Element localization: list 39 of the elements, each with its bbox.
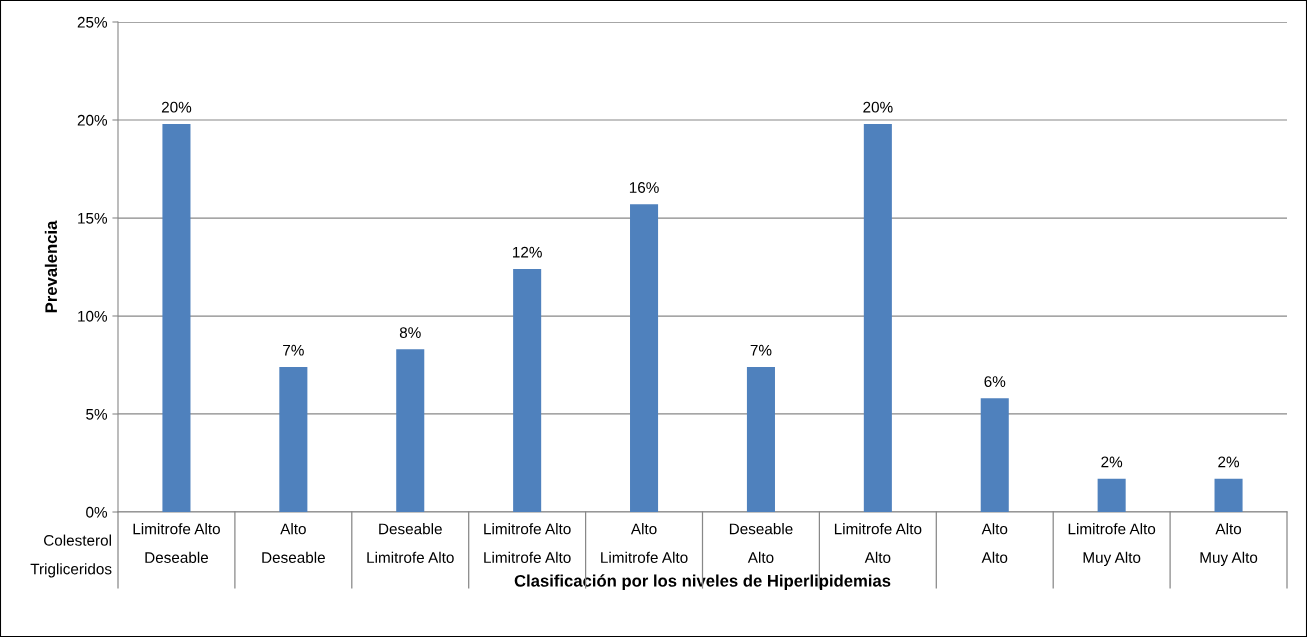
data-label: 8% — [399, 327, 421, 338]
data-label: 20% — [161, 101, 192, 113]
bar — [279, 366, 308, 512]
y-tick-label: 15% — [78, 212, 108, 224]
bar — [162, 123, 191, 512]
x-tick-label: Limitrofe Alto Limitrofe Alto — [484, 523, 571, 563]
y-tick-label: 25% — [77, 16, 108, 28]
bar — [396, 349, 425, 512]
data-label: 12% — [513, 246, 542, 258]
x-axis-title: Clasificación por los niveles de Hiperlipidemias — [514, 574, 891, 590]
data-label: 2% — [1218, 456, 1240, 468]
bar — [1214, 478, 1243, 512]
x-tick-label: Deseable Alto — [729, 523, 793, 563]
data-label: 20% — [863, 101, 893, 113]
x-tick-label: Alto Deseable — [262, 523, 325, 563]
x-tick-label: Limitrofe Alto Muy Alto — [1068, 523, 1156, 566]
x-tick-label: Limitrofe Alto Alto — [834, 523, 922, 563]
bar — [980, 398, 1009, 512]
x-tick-label: Limitrofe Alto Deseable — [133, 523, 220, 563]
x-tick-label: Alto Muy Alto — [1200, 523, 1258, 566]
data-label: 2% — [1101, 456, 1123, 468]
bar — [513, 268, 542, 512]
bar — [1097, 478, 1126, 512]
bar — [863, 123, 892, 512]
y-axis-title: Prevalencia — [44, 220, 58, 313]
bar — [746, 366, 775, 512]
y-tick-label: 20% — [77, 114, 108, 126]
x-tick-label: Deseable Limitrofe Alto — [367, 523, 454, 563]
text: Colesterol Trigliceridos — [30, 534, 112, 578]
y-tick-label: 5% — [86, 408, 108, 420]
y-tick-label: 10% — [78, 310, 108, 322]
y-tick-label: 0% — [86, 506, 108, 518]
bar — [630, 204, 659, 512]
x-tick-label: Alto Limitrofe Alto — [601, 523, 688, 563]
data-label: 7% — [750, 344, 772, 356]
data-label: 6% — [984, 376, 1006, 387]
x-tick-label: Alto Alto — [981, 523, 1008, 563]
data-label: 7% — [283, 344, 304, 356]
data-label: 16% — [629, 182, 659, 193]
